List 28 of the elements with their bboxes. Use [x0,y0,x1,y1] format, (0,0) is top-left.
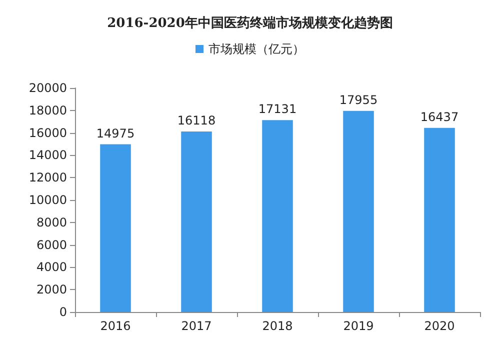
y-tick-label: 20000 [28,81,67,95]
bar [343,110,374,312]
data-label: 16118 [177,113,216,128]
y-tick-label: 8000 [36,215,67,230]
y-tick-label: 16000 [28,126,67,140]
y-tick-label: 2000 [36,282,67,297]
data-label: 17131 [258,102,297,116]
data-label: 16437 [420,110,459,124]
chart-title: 2016-2020年中国医药终端市场规模变化趋势图 [107,15,393,31]
y-tick-label: 6000 [36,238,67,252]
bar [262,120,293,312]
y-tick-label: 4000 [36,260,67,274]
y-tick-label: 14000 [28,148,67,162]
data-label: 14975 [96,126,135,140]
bar [100,144,131,312]
y-tick-label: 10000 [28,193,67,207]
x-tick-label: 2018 [262,319,293,333]
y-tick-label: 12000 [28,170,67,185]
x-tick-label: 2016 [100,319,131,333]
data-label: 17955 [339,92,378,107]
y-tick-label: 18000 [28,103,67,118]
y-tick-label: 0 [59,305,67,319]
x-tick-label: 2017 [181,319,212,333]
bar [424,128,455,312]
legend-label: 市场规模（亿元） [208,42,304,56]
x-tick-label: 2020 [424,319,455,333]
x-tick-label: 2019 [343,319,374,333]
bar [181,131,212,312]
